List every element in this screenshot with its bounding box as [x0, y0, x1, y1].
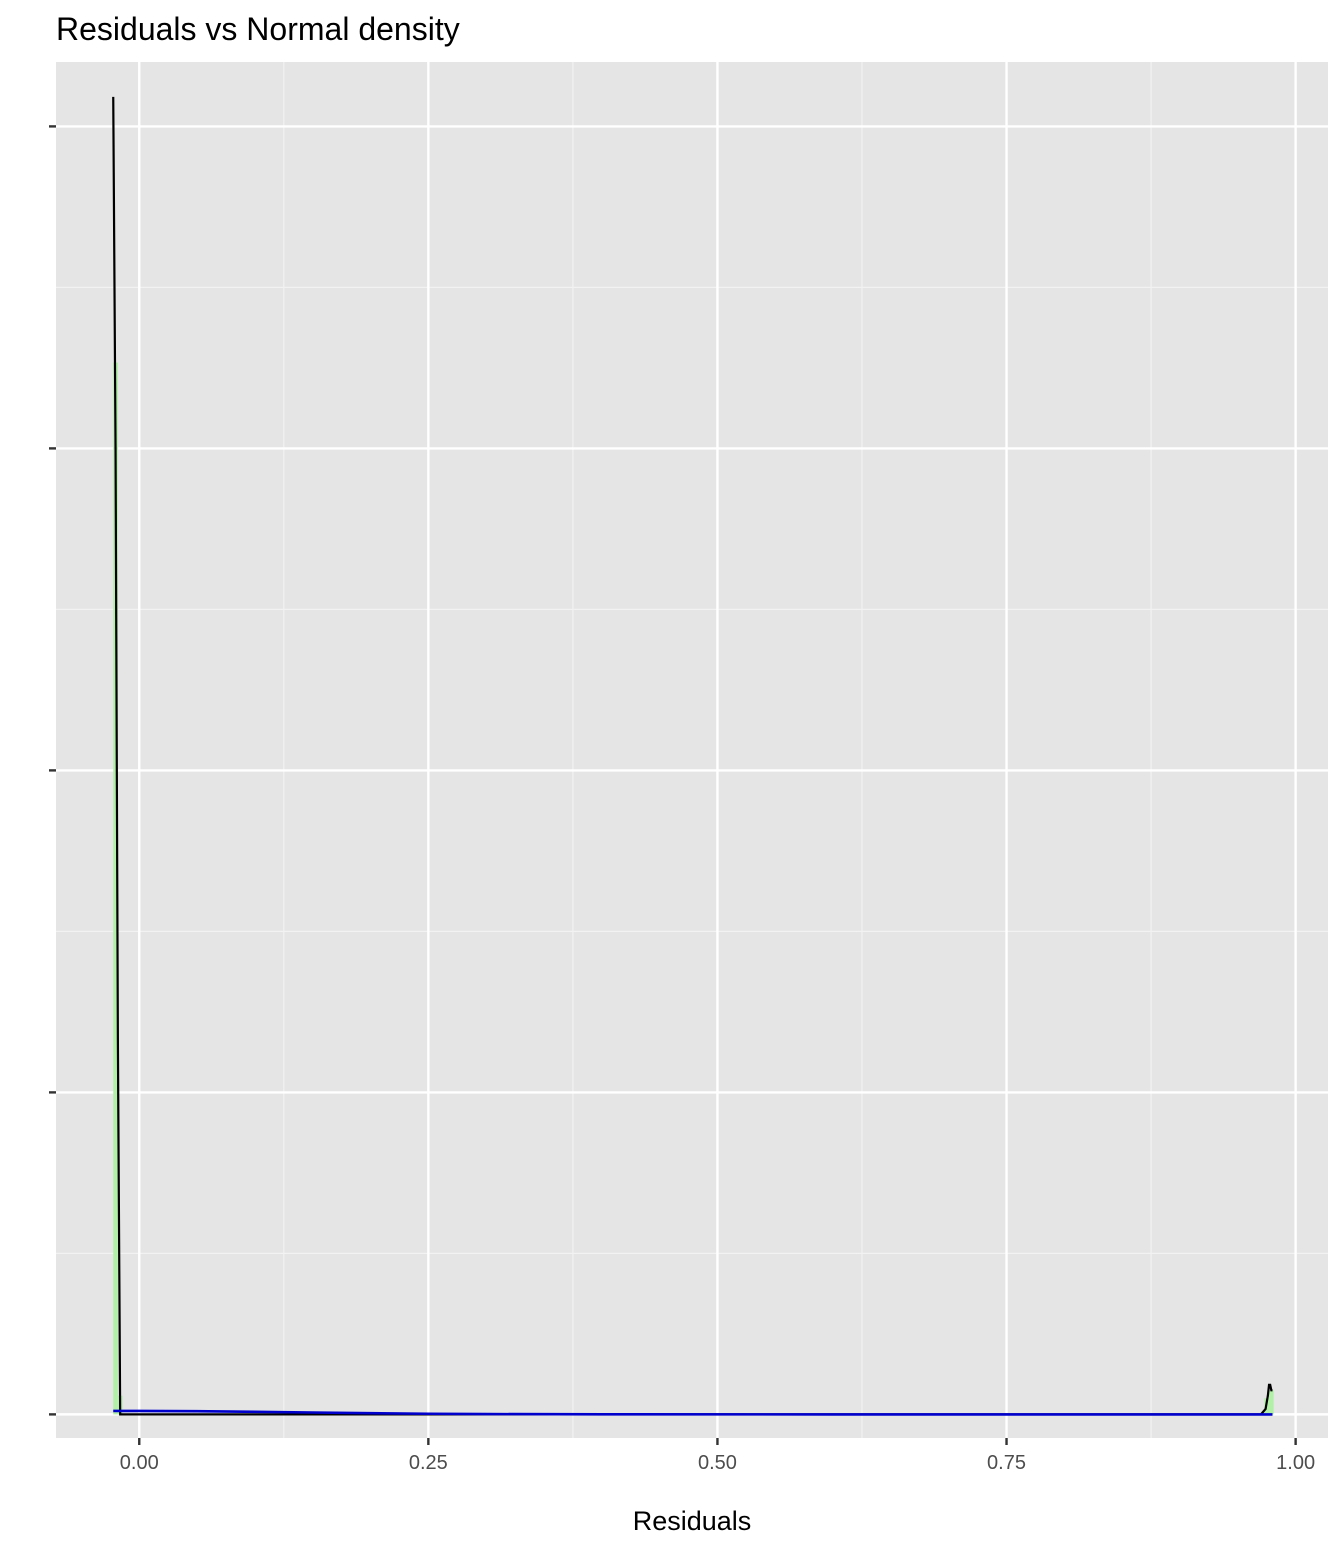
- x-axis-ticks: 0.00 0.25 0.50 0.75 1.00: [120, 1438, 1315, 1474]
- x-tick-label: 0.00: [120, 1452, 159, 1474]
- histogram-bar: [113, 362, 118, 1415]
- y-axis-ticks: [49, 125, 56, 1416]
- x-tick-label: 0.75: [987, 1452, 1026, 1474]
- x-tick-label: 0.25: [409, 1452, 448, 1474]
- x-tick-label: 1.00: [1276, 1452, 1315, 1474]
- chart-title: Residuals vs Normal density: [56, 11, 460, 47]
- x-tick-label: 0.50: [698, 1452, 737, 1474]
- x-axis-title: Residuals: [633, 1506, 752, 1536]
- histogram-bar: [1269, 1390, 1274, 1415]
- normal-density-line: [113, 1409, 1273, 1416]
- plot-panel: [56, 62, 1328, 1438]
- minor-gridlines: [56, 62, 1328, 1438]
